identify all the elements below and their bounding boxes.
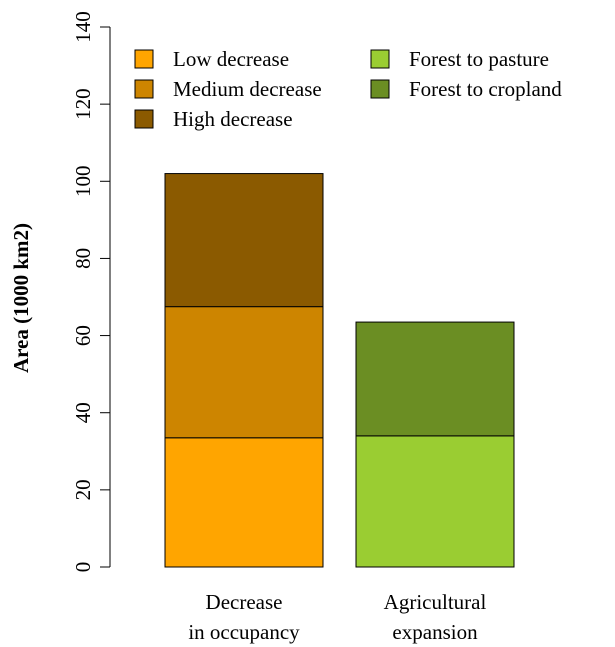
legend-swatch bbox=[134, 79, 154, 99]
x-category-label: in occupancy bbox=[188, 620, 300, 644]
legend-item: High decrease bbox=[134, 107, 293, 131]
y-tick-label: 80 bbox=[71, 248, 95, 269]
legend-label: Low decrease bbox=[173, 47, 289, 71]
y-tick-label: 0 bbox=[71, 562, 95, 573]
y-tick-label: 120 bbox=[71, 88, 95, 120]
legend-label: Forest to pasture bbox=[409, 47, 549, 71]
y-tick-label: 20 bbox=[71, 479, 95, 500]
legend-swatch bbox=[134, 49, 154, 69]
y-tick-label: 140 bbox=[71, 11, 95, 43]
legend-swatch bbox=[370, 79, 390, 99]
legend-item: Forest to cropland bbox=[370, 77, 562, 101]
legend-item: Low decrease bbox=[134, 47, 289, 71]
y-tick-label: 100 bbox=[71, 166, 95, 198]
bar-segment bbox=[355, 321, 515, 437]
bar-segment bbox=[355, 435, 515, 568]
bar-stack bbox=[355, 321, 515, 568]
legend-label: Forest to cropland bbox=[409, 77, 562, 101]
y-axis-label: Area (1000 km2) bbox=[9, 223, 33, 373]
legend-label: High decrease bbox=[173, 107, 293, 131]
y-axis: 0 20 40 60 80 100 120 140 bbox=[71, 11, 111, 573]
legend-item: Forest to pasture bbox=[370, 47, 549, 71]
bar-segment bbox=[164, 437, 324, 568]
legend: Low decrease Medium decrease High decrease… bbox=[134, 47, 562, 131]
bar-segment bbox=[164, 173, 324, 308]
y-tick-label: 40 bbox=[71, 402, 95, 423]
legend-swatch bbox=[134, 109, 154, 129]
x-category-label: expansion bbox=[392, 620, 478, 644]
y-tick-label: 60 bbox=[71, 325, 95, 346]
legend-item: Medium decrease bbox=[134, 77, 322, 101]
bars bbox=[164, 173, 515, 568]
bar-segment bbox=[164, 306, 324, 439]
bar-stack bbox=[164, 173, 324, 568]
x-category-label: Decrease bbox=[206, 590, 283, 614]
x-axis-labels: Decrease in occupancy Agricultural expansio… bbox=[188, 590, 486, 644]
legend-label: Medium decrease bbox=[173, 77, 322, 101]
x-category-label: Agricultural bbox=[384, 590, 487, 614]
legend-swatch bbox=[370, 49, 390, 69]
